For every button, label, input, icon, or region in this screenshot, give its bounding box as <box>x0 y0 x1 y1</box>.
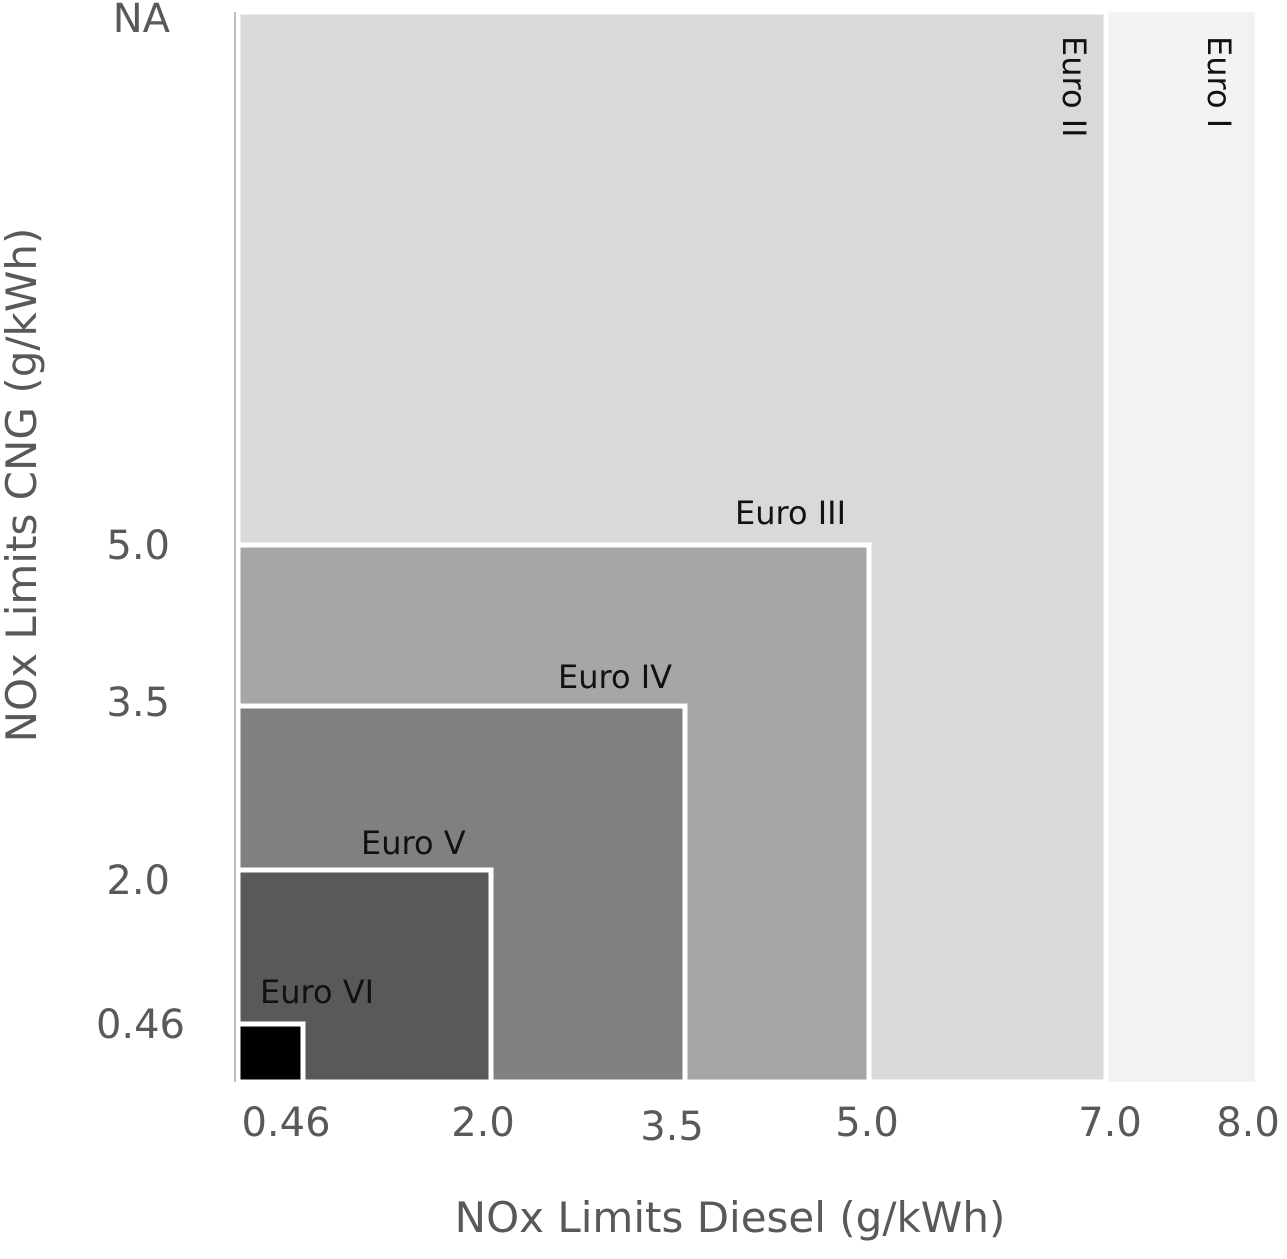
region-label: Euro VI <box>260 973 374 1011</box>
x-tick-label: 8.0 <box>1216 1100 1280 1146</box>
y-tick-label: 3.5 <box>106 680 170 726</box>
region-label: Euro I <box>1200 36 1238 128</box>
region-label: Euro V <box>361 824 466 862</box>
y-tick-label: 5.0 <box>106 523 170 569</box>
y-tick-label: 0.46 <box>96 1002 185 1048</box>
y-axis-label: NOx Limits CNG (g/kWh) <box>0 228 46 743</box>
region-label: Euro II <box>1055 36 1093 138</box>
region-euro-i <box>1108 12 1255 1082</box>
x-tick-label: 5.0 <box>835 1100 899 1146</box>
x-tick-label: 0.46 <box>241 1100 330 1146</box>
region-label: Euro IV <box>558 658 672 696</box>
region-label: Euro III <box>735 494 846 532</box>
y-tick-label: 2.0 <box>106 858 170 904</box>
x-tick-label: 3.5 <box>640 1104 704 1150</box>
x-tick-label: 7.0 <box>1078 1100 1142 1146</box>
region-euro-vi <box>235 1021 306 1085</box>
y-tick-label: NA <box>113 0 171 42</box>
x-axis-label: NOx Limits Diesel (g/kWh) <box>455 1193 1006 1242</box>
x-tick-label: 2.0 <box>451 1100 515 1146</box>
